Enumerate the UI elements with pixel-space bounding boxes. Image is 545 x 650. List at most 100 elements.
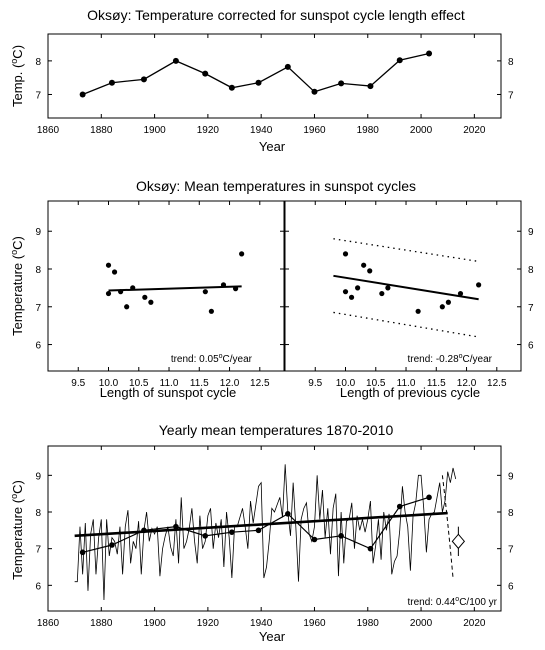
panel1-frame [47, 33, 502, 119]
y-tick-label: 8 [35, 57, 41, 68]
panel2-frame [47, 200, 285, 372]
panel3-xlabel: Length of previous cycle [340, 385, 480, 400]
x-tick-label: 1920 [197, 618, 220, 629]
trend-line [74, 511, 448, 538]
cycle-point [367, 83, 374, 90]
panel3-ticks: 9.5 10.0 10.5 11.0 11.5 12.0 12.5 6 7 8 9 [285, 201, 534, 389]
x-tick-label: 12.0 [220, 378, 240, 389]
panel1-xlabel: Year [259, 139, 286, 154]
scatter-point [445, 299, 451, 305]
cycle-mean-point [79, 549, 86, 556]
y-tick-label-right: 8 [508, 57, 514, 68]
cycle-point [202, 70, 209, 77]
x-tick-label: 2000 [410, 618, 433, 629]
scatter-point [208, 308, 214, 314]
scatter-point [105, 262, 112, 268]
panel2-ticks: 9.5 10.0 10.5 11.0 11.5 12.0 12.5 6 7 8 9 [35, 201, 284, 389]
x-tick-label: 12.5 [250, 378, 270, 389]
y-tick-label: 8 [35, 265, 41, 276]
panel4-trend-annotation: trend: 0.44oC/100 yr [407, 596, 497, 608]
forecast-diamond [451, 533, 466, 550]
panel2-title: Oksøy: Mean temperatures in sunspot cycl… [136, 178, 416, 194]
scatter-point [367, 268, 373, 274]
x-tick-label: 10.0 [99, 378, 119, 389]
cycle-line [82, 52, 430, 96]
y-tick-label: 7 [35, 303, 41, 314]
scatter-point [439, 304, 445, 310]
x-tick-label: 1960 [303, 125, 326, 136]
panel3-frame [284, 200, 522, 372]
x-tick-label: 1880 [90, 618, 113, 629]
y-tick-label-right: 7 [508, 90, 514, 101]
scatter-point [348, 294, 355, 300]
cycle-mean-point [396, 503, 403, 510]
scatter-point [385, 285, 391, 291]
cycle-mean-point [311, 536, 318, 543]
scatter-point [105, 290, 112, 297]
cycle-point [255, 79, 262, 86]
y-tick-label-right: 7 [508, 545, 514, 556]
cycle-point [172, 57, 179, 64]
y-tick-label-right: 9 [508, 471, 514, 482]
panel2-plot [105, 251, 245, 314]
cycle-point [426, 50, 433, 57]
y-tick-label-right: 6 [528, 341, 534, 352]
scatter-point [118, 289, 124, 295]
cycle-mean-point [367, 545, 374, 552]
scatter-point [148, 299, 154, 305]
cycle-point [311, 88, 318, 95]
x-tick-label: 1960 [303, 618, 326, 629]
x-tick-label: 10.0 [336, 378, 356, 389]
y-tick-label-right: 7 [528, 303, 534, 314]
scatter-point [202, 289, 208, 295]
cycle-point [228, 84, 235, 91]
panel2-ylabel: Temperature (oC) [9, 236, 25, 336]
x-tick-label: 11.0 [160, 378, 179, 389]
scatter-point [232, 286, 239, 292]
yearly-series [74, 464, 457, 601]
scatter-point [342, 289, 349, 295]
scatter-point [361, 262, 367, 268]
y-tick-label: 9 [35, 471, 41, 482]
panel4-ylabel: Temperature (oC) [9, 480, 25, 580]
forecast-curve [441, 475, 454, 579]
x-tick-label: 10.5 [129, 378, 149, 389]
x-tick-label: 12.0 [457, 378, 477, 389]
panel4-frame [47, 445, 502, 612]
scatter-point [239, 251, 245, 257]
x-tick-label: 10.5 [366, 378, 386, 389]
scatter-point [355, 285, 361, 291]
scatter-point [415, 308, 421, 314]
panel3-plot [333, 238, 482, 338]
panel3-trend-annotation: trend: -0.28oC/year [407, 353, 492, 365]
confidence-upper [333, 238, 479, 263]
cycle-mean-point [202, 533, 209, 539]
cycle-mean-point [109, 542, 115, 548]
panel4-ticks: 1860 1880 1900 1920 1940 1960 1980 2000 2020 6 6 7 7… [35, 446, 514, 629]
cycle-mean-point [338, 533, 344, 539]
x-tick-label: 2000 [410, 125, 433, 136]
cycle-mean-point [426, 494, 432, 501]
x-tick-label: 1940 [250, 618, 273, 629]
x-tick-label: 1920 [197, 125, 220, 136]
scatter-point [476, 282, 482, 288]
trend-line [108, 285, 242, 292]
x-tick-label: 1860 [37, 618, 60, 629]
panel1-title: Oksøy: Temperature corrected for sunspot… [87, 7, 465, 23]
x-tick-label: 1860 [37, 125, 60, 136]
x-tick-label: 11.5 [427, 378, 446, 389]
x-tick-label: 9.5 [308, 378, 322, 389]
y-tick-label: 8 [35, 508, 41, 519]
cycle-mean-point [285, 511, 291, 517]
x-tick-label: 11.0 [397, 378, 416, 389]
panel4-plot [74, 464, 466, 601]
scatter-point [220, 282, 227, 288]
scatter-point [457, 290, 464, 297]
panel1-ylabel: Temp. (oC) [9, 45, 25, 107]
confidence-lower [333, 311, 479, 338]
x-tick-label: 12.5 [487, 378, 507, 389]
cycle-point [396, 57, 403, 64]
cycle-mean-point [173, 523, 179, 530]
